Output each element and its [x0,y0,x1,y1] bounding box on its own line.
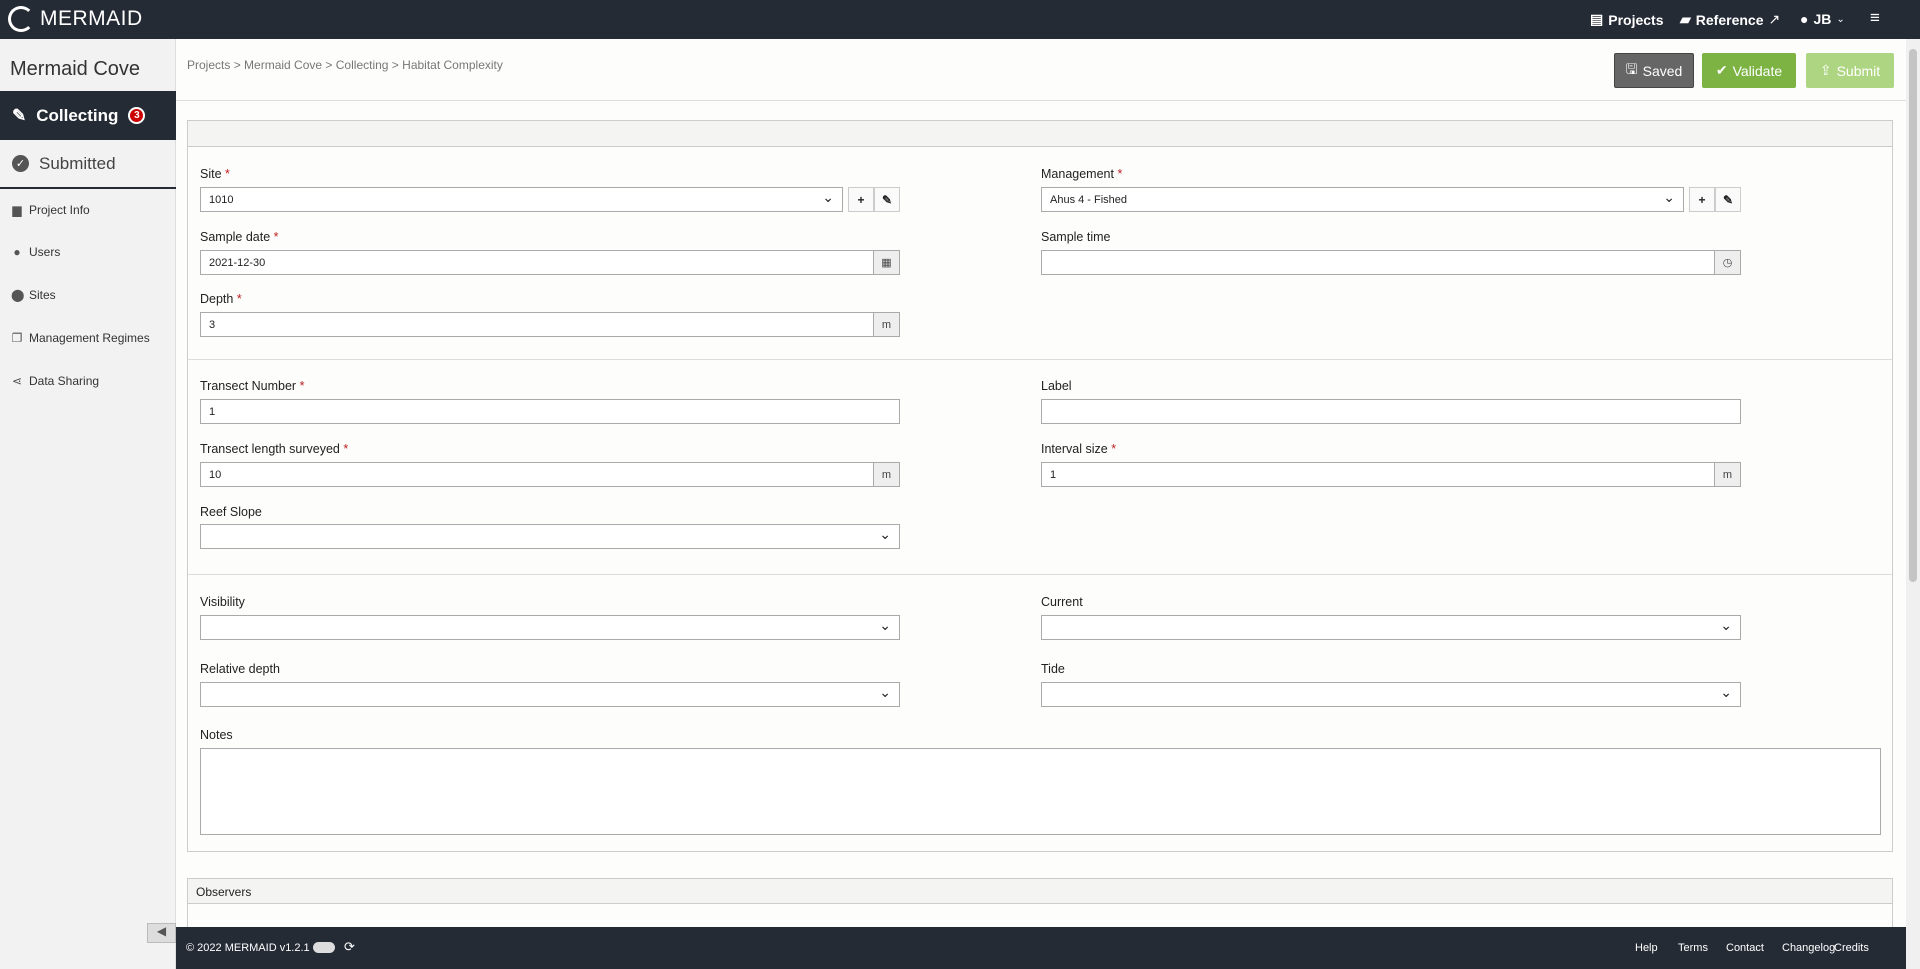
offline-toggle[interactable] [313,942,335,953]
check-icon: ✔ [1715,62,1728,78]
calendar-icon[interactable]: ▦ [873,250,900,275]
validate-button[interactable]: ✔ Validate [1702,53,1796,88]
footer-credits[interactable]: Credits [1834,942,1869,954]
sidebar [0,39,176,969]
depth-label: Depth * [200,292,242,306]
sample-time-input[interactable] [1041,250,1715,275]
copyright: © 2022 MERMAID v1.2.1 [186,942,310,954]
transect-length-label: Transect length surveyed * [200,442,349,456]
sidebar-collecting[interactable]: ✎ Collecting 3 [0,91,176,140]
notes-label: Notes [200,728,233,742]
breadcrumb-project[interactable]: Mermaid Cove [244,58,323,72]
interval-size-label: Interval size * [1041,442,1117,456]
pencil-icon: ✎ [1722,192,1734,207]
footer-contact[interactable]: Contact [1726,942,1764,954]
saved-button[interactable]: 🖫 Saved [1614,53,1694,88]
transect-number-input[interactable]: 1 [200,399,900,424]
plus-icon: + [1698,192,1706,207]
relative-depth-label: Relative depth [200,662,280,676]
breadcrumb-projects[interactable]: Projects [187,58,231,72]
site-label: Site * [200,167,230,181]
external-link-icon: ↗ [1768,11,1781,27]
hamburger-menu-icon[interactable]: ≡ [1870,8,1880,27]
edit-management-button[interactable]: ✎ [1715,187,1741,212]
nav-projects[interactable]: ▤ Projects [1590,11,1664,28]
transect-number-label: Transect Number * [200,379,305,393]
sidebar-submitted[interactable]: ✓ Submitted [0,140,176,189]
sidebar-item-project-info[interactable]: ▆ Project Info [12,203,90,217]
reef-slope-label: Reef Slope [200,505,262,519]
current-select[interactable] [1041,615,1741,640]
sidebar-item-data-sharing[interactable]: ⋖ Data Sharing [11,374,100,388]
nav-reference[interactable]: ▰ Reference ↗ [1680,11,1781,28]
check-circle-icon: ✓ [12,155,29,172]
sidebar-item-users[interactable]: ● Users [11,245,60,259]
sync-icon[interactable]: ⟳ [344,939,355,954]
management-select[interactable]: Ahus 4 - Fished [1041,187,1684,212]
form-card-header [188,121,1892,147]
relative-depth-select[interactable] [200,682,900,707]
label-input[interactable] [1041,399,1741,424]
interval-size-input[interactable]: 1 [1041,462,1715,487]
breadcrumb-collecting[interactable]: Collecting [335,58,389,72]
transect-length-input[interactable]: 10 [200,462,874,487]
mermaid-logo[interactable]: MERMAID [8,6,143,32]
edit-site-button[interactable]: ✎ [874,187,900,212]
sample-time-label: Sample time [1041,230,1111,244]
reef-slope-select[interactable] [200,524,900,549]
interval-size-unit: m [1714,462,1741,487]
breadcrumb: Projects > Mermaid Cove > Collecting > H… [187,58,503,72]
project-title: Mermaid Cove [10,58,141,80]
upload-icon: ⇪ [1819,62,1832,78]
footer-terms[interactable]: Terms [1678,942,1708,954]
footer-help[interactable]: Help [1635,942,1658,954]
plus-icon: + [857,192,865,207]
collapse-sidebar-button[interactable]: ◀ [147,923,176,943]
file-icon: ▆ [12,203,22,217]
users-icon: ● [13,245,21,259]
transect-length-unit: m [873,462,900,487]
map-marker-icon: ⬤ [11,288,25,302]
scrollbar[interactable] [1906,39,1920,969]
scrollbar-thumb[interactable] [1909,49,1917,582]
label-label: Label [1041,379,1072,393]
top-nav: MERMAID ▤ Projects ▰ Reference ↗ ● JB ⌄ ≡ [0,0,1920,39]
copy-icon: ❐ [11,331,23,345]
clock-icon[interactable]: ◷ [1714,250,1741,275]
save-icon: 🖫 [1625,60,1638,77]
add-site-button[interactable]: + [848,187,874,212]
depth-input[interactable]: 3 [200,312,874,337]
sidebar-item-management-regimes[interactable]: ❐ Management Regimes [11,331,150,345]
book-icon: ▰ [1680,11,1691,27]
site-select[interactable]: 1010 [200,187,843,212]
footer: © 2022 MERMAID v1.2.1 ⟳ Help Terms Conta… [176,927,1906,969]
sidebar-item-sites[interactable]: ⬤ Sites [11,288,56,302]
current-label: Current [1041,595,1083,609]
observers-header: Observers [188,879,1892,904]
tide-label: Tide [1041,662,1065,676]
management-label: Management * [1041,167,1123,181]
chevron-down-icon: ⌄ [1836,13,1845,25]
notes-textarea[interactable] [200,748,1881,835]
sample-date-input[interactable]: 2021-12-30 [200,250,874,275]
projects-icon: ▤ [1590,11,1604,27]
add-management-button[interactable]: + [1689,187,1715,212]
logo-icon [8,6,34,32]
pencil-icon: ✎ [12,105,27,125]
visibility-label: Visibility [200,595,245,609]
breadcrumb-current: Habitat Complexity [402,58,503,72]
tide-select[interactable] [1041,682,1741,707]
share-icon: ⋖ [11,374,23,388]
visibility-select[interactable] [200,615,900,640]
pencil-icon: ✎ [881,192,893,207]
footer-changelog[interactable]: Changelog [1782,942,1836,954]
collecting-count-badge: 3 [128,107,146,124]
user-icon: ● [1800,11,1809,27]
user-menu[interactable]: ● JB ⌄ [1800,11,1845,27]
arrow-left-circle-icon: ◀ [156,924,167,938]
sample-date-label: Sample date * [200,230,279,244]
submit-button[interactable]: ⇪ Submit [1806,53,1894,88]
depth-unit: m [873,312,900,337]
